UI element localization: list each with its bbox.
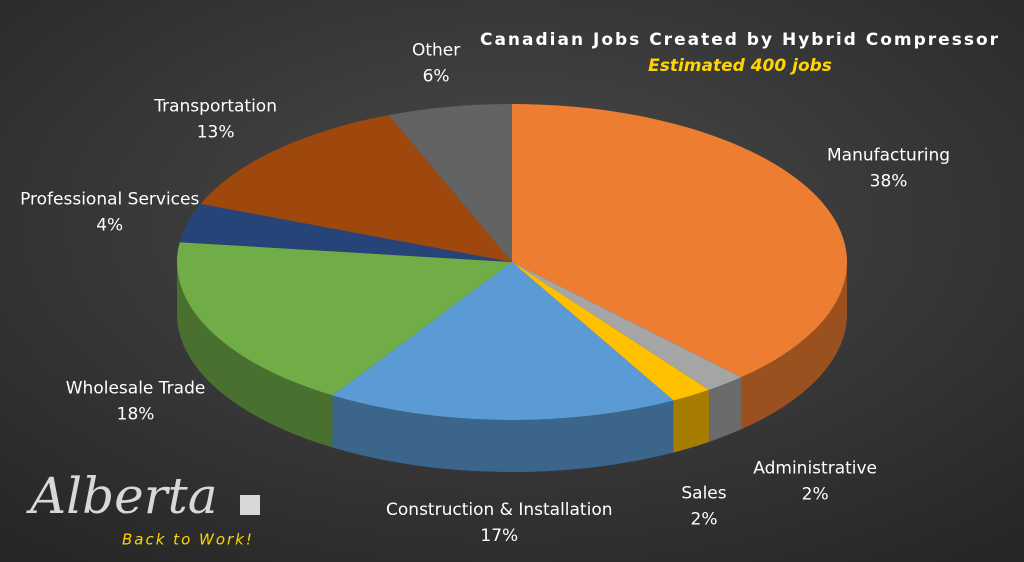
chart-subtitle: Estimated 400 jobs [648, 56, 832, 76]
slice-side [708, 377, 742, 442]
data-label-name: Other [412, 41, 460, 61]
slice-side-shade [741, 262, 847, 430]
slice [200, 115, 512, 263]
slice-side-shade [673, 389, 709, 453]
slice [512, 262, 709, 401]
slice [177, 242, 512, 396]
slice-side-shade [332, 395, 674, 472]
slice-side-shade [177, 262, 333, 448]
data-label-value: 6% [423, 67, 450, 87]
data-label-name: Construction & Installation [386, 500, 612, 520]
data-label-value: 4% [96, 216, 123, 236]
logo-text: Alberta [26, 467, 218, 525]
slice-side [177, 262, 333, 448]
slice [512, 104, 847, 378]
slice [388, 104, 512, 262]
data-label-name: Transportation [153, 96, 277, 116]
slice [512, 262, 742, 390]
slice-side [332, 395, 674, 472]
pie [177, 104, 847, 472]
logo-tagline: Back to Work! [122, 531, 254, 549]
slice [179, 203, 512, 262]
logo-square [240, 495, 260, 515]
data-label-name: Wholesale Trade [66, 378, 206, 398]
data-label-name: Professional Services [20, 190, 199, 210]
data-label-name: Sales [681, 483, 726, 503]
data-label-value: 38% [870, 171, 908, 191]
data-label-name: Manufacturing [827, 145, 950, 165]
slice-side [673, 389, 709, 453]
data-label-value: 2% [691, 509, 718, 529]
data-label-value: 18% [117, 404, 155, 424]
slice-side [741, 262, 847, 430]
data-label-value: 13% [197, 122, 235, 142]
data-label-name: Administrative [753, 458, 877, 478]
slice-side-shade [708, 377, 742, 442]
data-label-value: 2% [802, 484, 829, 504]
data-label-value: 17% [480, 526, 518, 546]
slice [332, 262, 674, 420]
chart-title: Canadian Jobs Created by Hybrid Compress… [480, 30, 1000, 50]
